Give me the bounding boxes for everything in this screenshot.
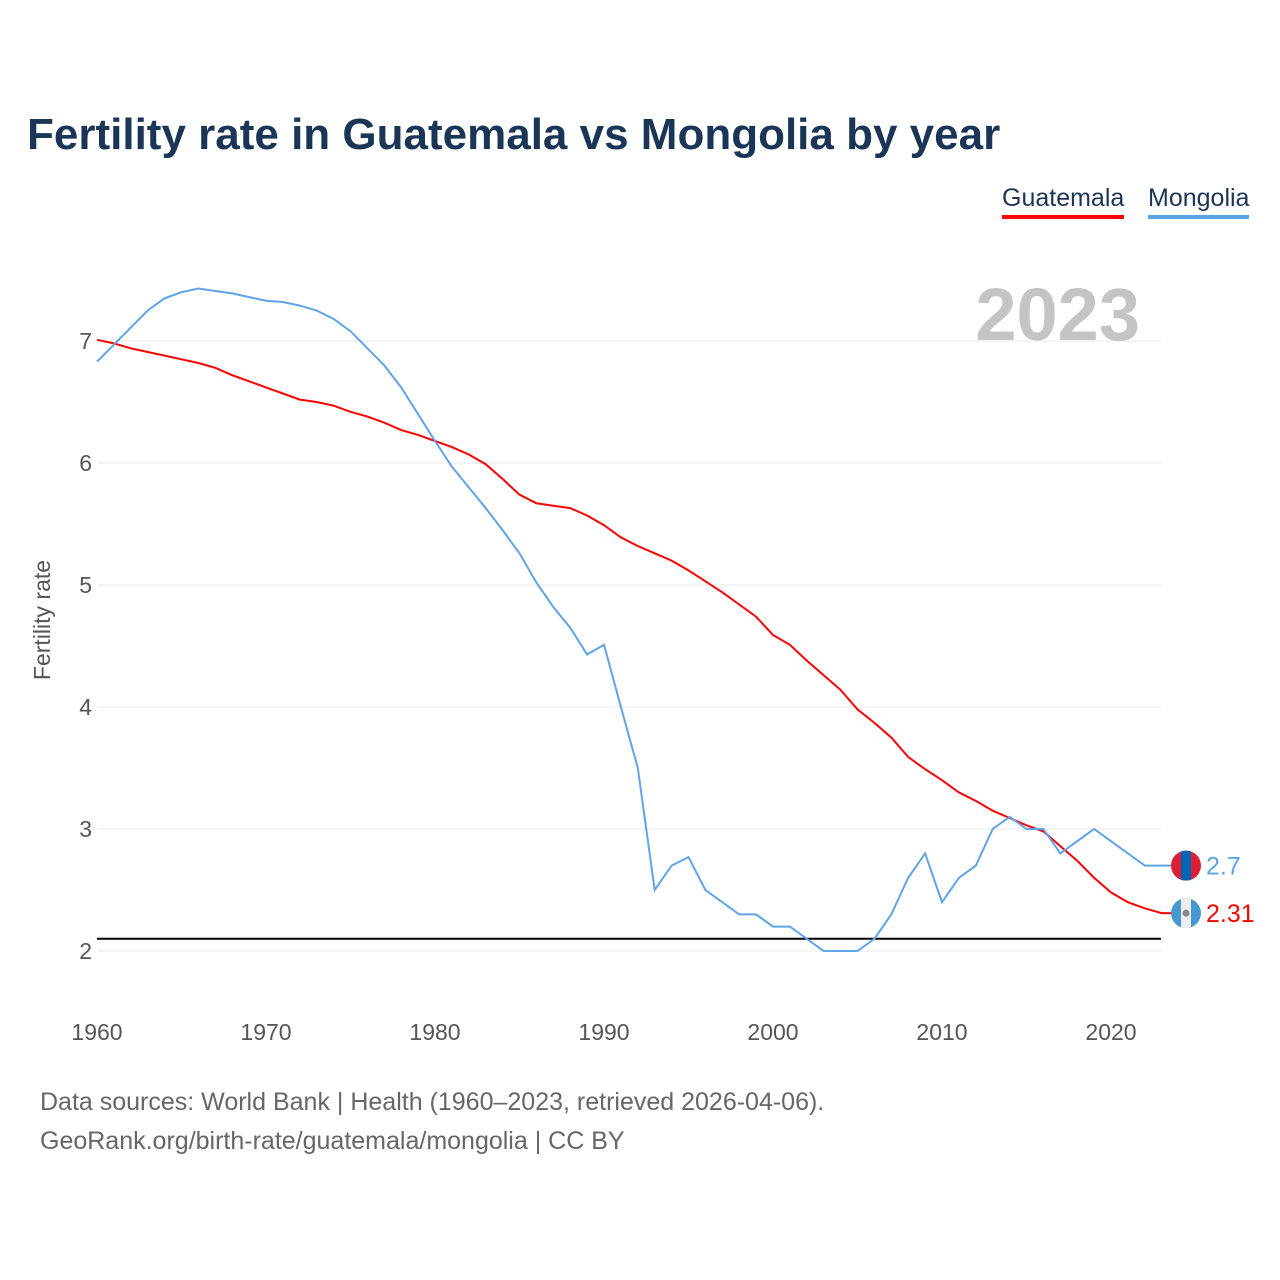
y-tick-label: 2 [79, 938, 92, 964]
y-tick-label: 3 [79, 816, 92, 842]
y-tick-label: 4 [79, 694, 92, 720]
x-tick-label: 1960 [71, 1019, 122, 1045]
x-tick-label: 2020 [1085, 1019, 1136, 1045]
end-value-label: 2.7 [1206, 853, 1241, 881]
x-tick-label: 1990 [578, 1019, 629, 1045]
year-label: 2023 [975, 273, 1140, 356]
legend-mongolia[interactable]: Mongolia [1148, 184, 1250, 219]
x-tick-label: 2000 [747, 1019, 798, 1045]
x-tick-label: 2010 [916, 1019, 967, 1045]
x-tick-label: 1980 [409, 1019, 460, 1045]
y-tick-label: 6 [79, 450, 92, 476]
footer-sources: Data sources: World Bank | Health (1960–… [40, 1088, 825, 1116]
end-value-label: 2.31 [1206, 900, 1255, 928]
y-axis-label: Fertility rate [29, 560, 55, 680]
y-tick-label: 5 [79, 572, 92, 598]
mongolia-flag-icon [1181, 850, 1191, 881]
series-line-mongolia [96, 287, 1162, 952]
series-line-guatemala [96, 338, 1162, 915]
y-tick-label: 7 [79, 328, 92, 354]
guatemala-flag-icon [1182, 909, 1190, 917]
x-tick-label: 1970 [240, 1019, 291, 1045]
chart-title: Fertility rate in Guatemala vs Mongolia … [27, 110, 1001, 159]
legend-guatemala[interactable]: Guatemala [1002, 184, 1125, 219]
footer-link[interactable]: GeoRank.org/birth-rate/guatemala/mongoli… [40, 1127, 625, 1155]
